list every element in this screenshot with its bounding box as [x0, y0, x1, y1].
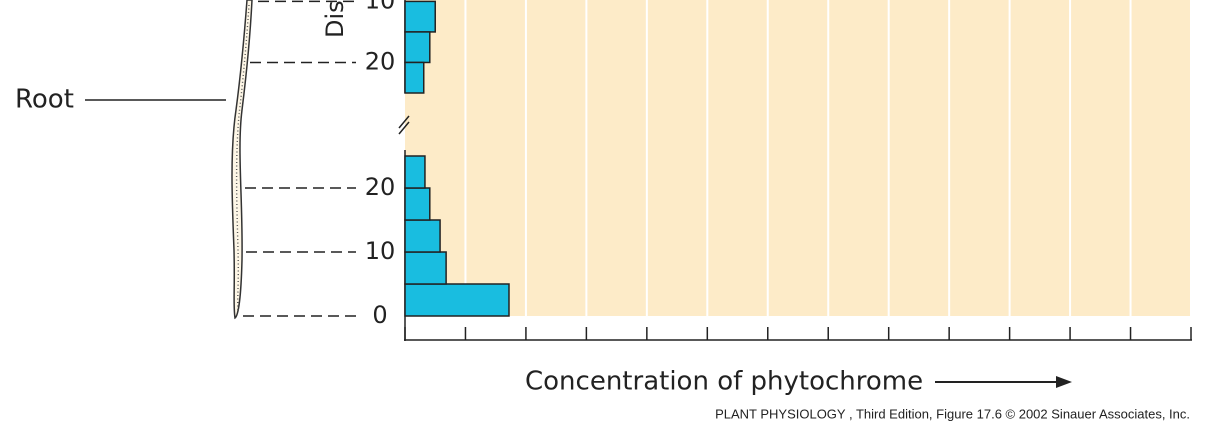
- y-tick-label: 20: [365, 173, 396, 201]
- axis-break: [398, 115, 410, 129]
- y-axis-label: Dis: [321, 0, 349, 38]
- y-tick-label: 0: [372, 301, 387, 329]
- y-tick-label: 10: [365, 237, 396, 265]
- axis-break: [398, 121, 410, 135]
- grid: [464, 0, 1192, 316]
- bar: [404, 283, 510, 317]
- bar: [404, 155, 426, 189]
- bar: [404, 187, 431, 221]
- root-drawing: [231, 0, 253, 320]
- bar: [404, 251, 447, 285]
- bar: [404, 219, 441, 253]
- root-label: Root: [15, 85, 74, 115]
- y-tick-label: 10: [365, 0, 396, 14]
- arrow-head: [1056, 376, 1072, 388]
- plot-background: [405, 0, 1191, 316]
- bar: [404, 31, 431, 64]
- y-tick-label: 20: [365, 47, 396, 75]
- x-axis-label: Concentration of phytochrome: [525, 367, 923, 397]
- credit: PLANT PHYSIOLOGY , Third Edition, Figure…: [715, 406, 1190, 421]
- bar: [404, 61, 425, 94]
- bar: [404, 0, 436, 33]
